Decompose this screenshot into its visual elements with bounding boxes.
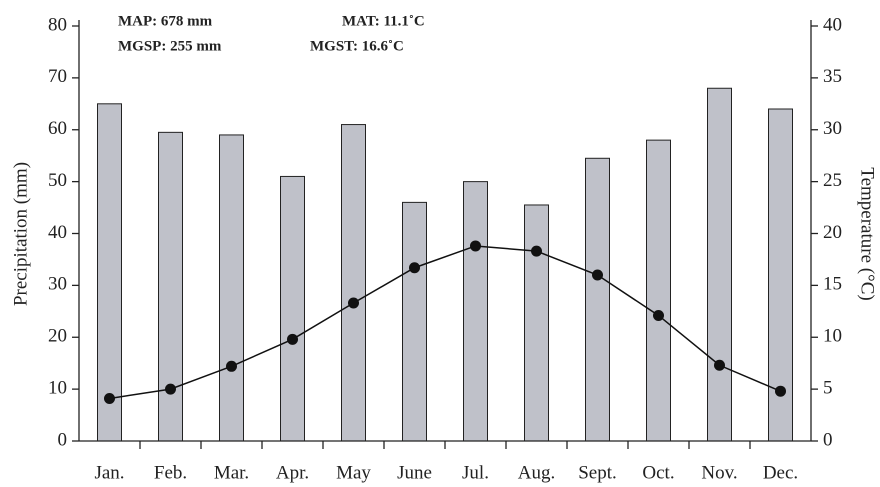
point [775, 385, 786, 397]
bar [402, 201, 427, 442]
y2-tick-label: 25 [823, 170, 842, 191]
x-tick-label: Mar. [214, 462, 249, 483]
y-tick-label: 80 [48, 14, 67, 35]
annotation: MGSP: 255 mm [118, 38, 222, 54]
y2-tick-label: 10 [823, 326, 842, 347]
bar [97, 103, 122, 442]
bar [219, 134, 244, 442]
point [348, 297, 359, 309]
y-tick-label: 30 [48, 274, 67, 295]
annotation: MGST: 16.6˚C [310, 38, 404, 54]
y2-tick-label: 35 [823, 66, 842, 87]
y2-tick-label: 20 [823, 222, 842, 243]
bar [768, 108, 793, 442]
y-tick-label: 50 [48, 170, 67, 191]
y2-axis-label: Temperature (°C) [857, 167, 878, 300]
y-tick-label: 10 [48, 377, 67, 398]
point [165, 383, 176, 395]
bar [524, 204, 549, 442]
y-tick-label: 60 [48, 118, 67, 139]
y2-tick-label: 0 [823, 429, 833, 450]
bar [341, 124, 366, 442]
y2-tick-label: 5 [823, 377, 833, 398]
x-tick-label: Nov. [701, 462, 737, 483]
point [592, 269, 603, 281]
point [714, 359, 725, 371]
x-tick-label: June [397, 462, 432, 483]
x-tick-label: Apr. [276, 462, 309, 483]
bar [158, 131, 183, 442]
bar [707, 87, 732, 442]
x-tick-label: Aug. [518, 462, 555, 483]
point [531, 245, 542, 257]
y2-tick-label: 15 [823, 274, 842, 295]
x-tick-label: Feb. [154, 462, 187, 483]
point [409, 262, 420, 274]
point [653, 309, 664, 321]
x-tick-label: Jan. [94, 462, 124, 483]
point [104, 392, 115, 404]
y-tick-label: 20 [48, 326, 67, 347]
y-tick-label: 40 [48, 222, 67, 243]
point [226, 360, 237, 372]
annotation: MAP: 678 mm [118, 13, 213, 29]
temperature-line [109, 245, 781, 400]
x-tick-label: Sept. [578, 462, 617, 483]
point [287, 333, 298, 345]
bar [585, 157, 610, 442]
bar [646, 139, 671, 442]
x-tick-label: Dec. [763, 462, 798, 483]
annotation: MAT: 11.1˚C [342, 13, 425, 29]
y2-tick-label: 40 [823, 14, 842, 35]
y2-tick-label: 30 [823, 118, 842, 139]
y-tick-label: 70 [48, 66, 67, 87]
y-axis-label: Precipitation (mm) [10, 162, 31, 306]
x-tick-label: Oct. [642, 462, 674, 483]
bar [463, 181, 488, 442]
point [470, 240, 481, 252]
x-tick-label: May [336, 462, 371, 483]
y-tick-label: 0 [58, 429, 68, 450]
x-tick-label: Jul. [462, 462, 489, 483]
bar [280, 175, 305, 442]
